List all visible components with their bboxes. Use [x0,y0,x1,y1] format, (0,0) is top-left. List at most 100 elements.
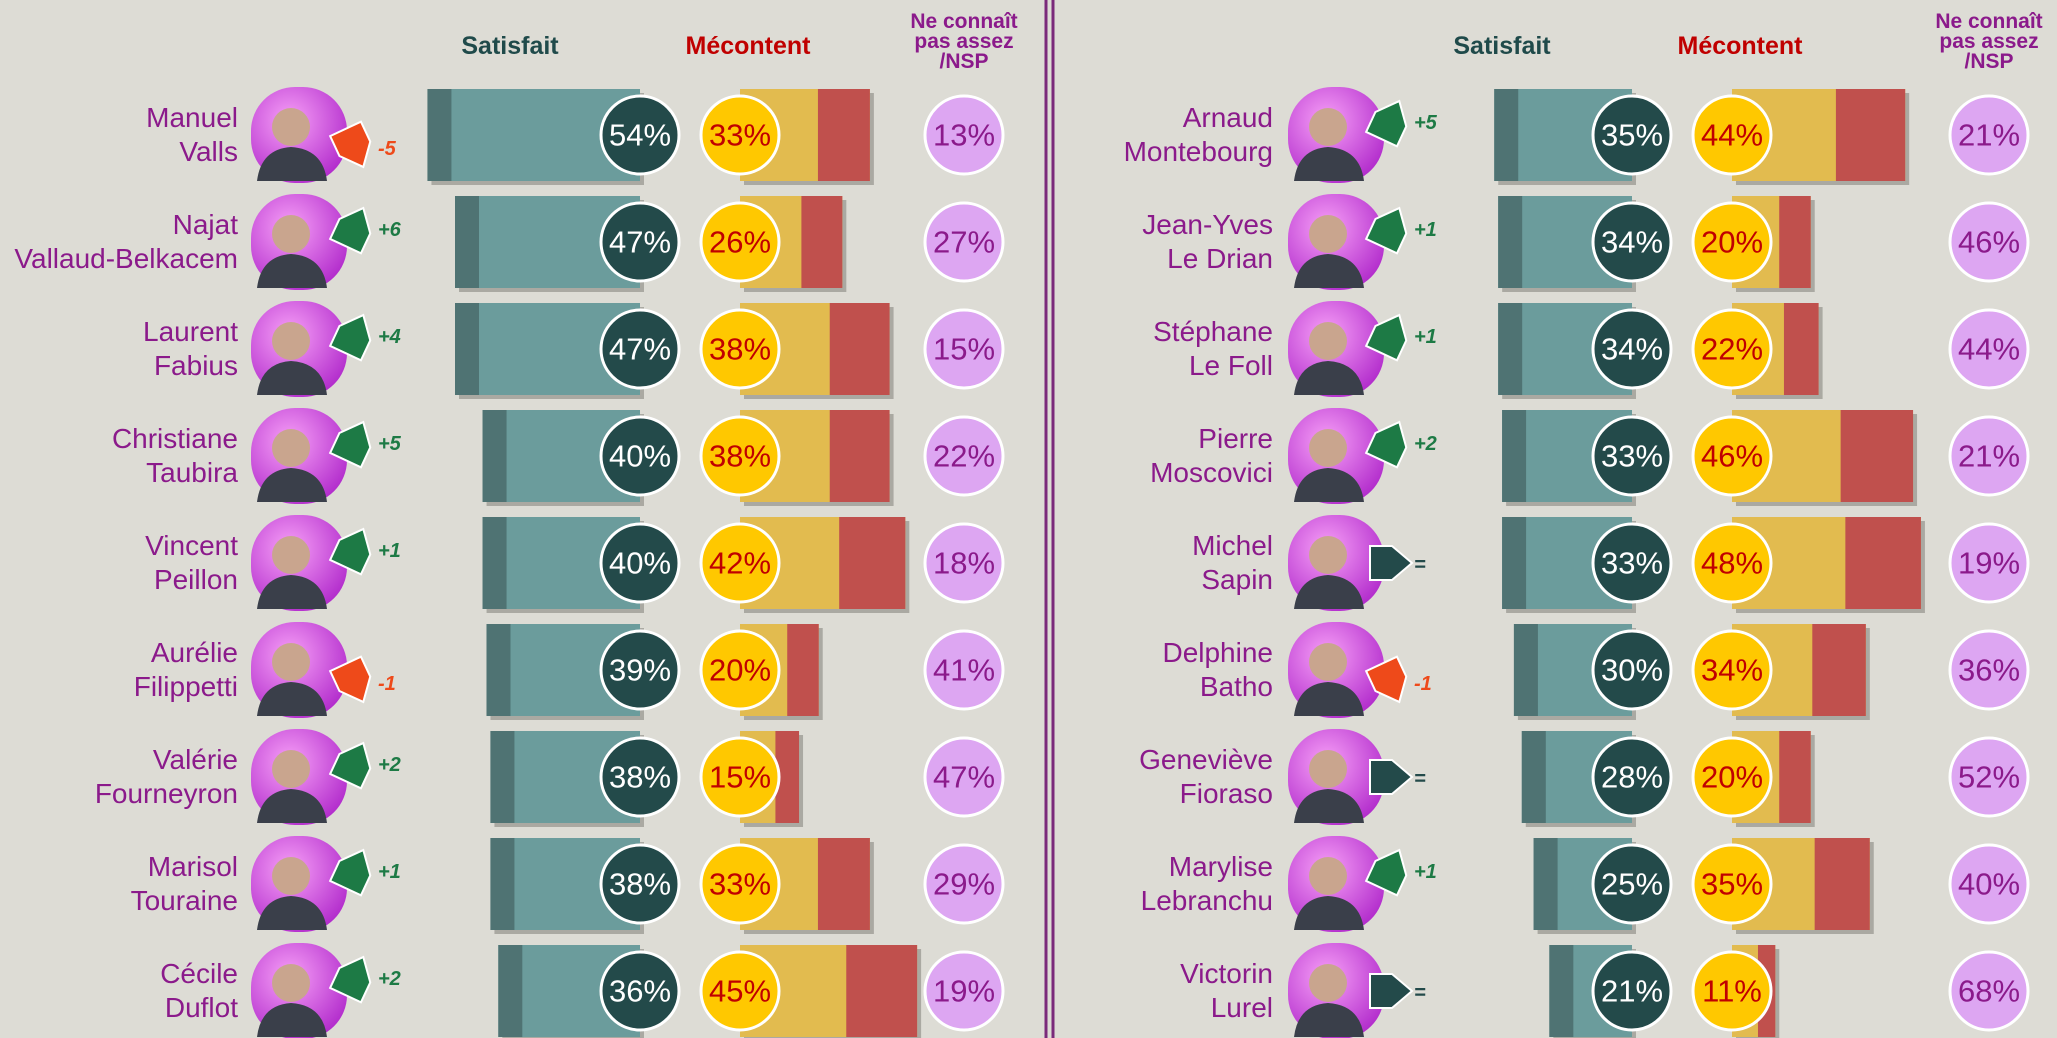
bar-shade [483,517,507,609]
photo-head [1309,108,1347,146]
value-label: 44% [1958,332,2020,367]
photo-head [1309,429,1347,467]
bar-shade [1494,89,1518,181]
header: Ne connaît pas assez /NSP [1925,12,2053,72]
minister-name: Najat Vallaud-Belkacem [14,208,238,276]
change-label: -1 [1414,673,1432,695]
value-label: 28% [1601,760,1663,795]
bar-shade [490,731,514,823]
photo-head [272,429,310,467]
bar-shade [1812,624,1866,716]
value-label: 15% [709,760,771,795]
change-label: +1 [1414,861,1437,883]
photo [251,836,347,932]
change-label: +4 [378,326,401,348]
change-label: +5 [1414,112,1438,134]
value-label: 47% [609,332,671,367]
minister-name: Aurélie Filippetti [134,636,238,704]
bar-shade [787,624,818,716]
photo [251,301,347,397]
minister-name: Victorin Lurel [1180,957,1273,1025]
value-label: 36% [609,974,671,1009]
minister-name: Michel Sapin [1192,529,1273,597]
change-label: +2 [378,968,401,990]
value-label: 52% [1958,760,2020,795]
header: Satisfait [461,32,558,61]
header: Satisfait [1453,32,1550,61]
value-label: 42% [709,546,771,581]
infographic: -554%33%13%+647%26%27%+447%38%15%+540%38… [0,0,2057,1038]
change-label: +1 [1414,326,1437,348]
value-label: 19% [1958,546,2020,581]
value-label: 38% [709,332,771,367]
photo-head [1309,750,1347,788]
value-label: 29% [933,867,995,902]
bar-shade [498,945,522,1037]
bar-shade [455,196,479,288]
bar-shade [486,624,510,716]
change-label: -5 [378,138,397,160]
change-label: +6 [378,219,402,241]
bar-shade [490,838,514,930]
bar-shade [483,410,507,502]
minister-name: Jean-Yves Le Drian [1142,208,1273,276]
bar-shade [846,945,917,1037]
change-label: -1 [378,673,396,695]
value-label: 20% [709,653,771,688]
minister-name: Valérie Fourneyron [95,743,238,811]
value-label: 48% [1701,546,1763,581]
photo-head [1309,857,1347,895]
change-label: +1 [378,861,401,883]
value-label: 20% [1701,225,1763,260]
bar-shade [1522,731,1546,823]
bar-shade [1845,517,1921,609]
value-label: 34% [1601,332,1663,367]
minister-name: Christiane Taubira [112,422,238,490]
photo-head [1309,536,1347,574]
minister-name: Cécile Duflot [160,957,238,1025]
value-label: 33% [709,118,771,153]
value-label: 54% [609,118,671,153]
value-label: 34% [1601,225,1663,260]
minister-name: Arnaud Montebourg [1124,101,1273,169]
bar-shade [818,89,870,181]
bar-shade [1841,410,1913,502]
photo [1288,194,1384,290]
photo [1288,87,1384,183]
value-label: 25% [1601,867,1663,902]
bar-shade [1779,731,1810,823]
bar-shade [1498,303,1522,395]
change-arrow [1370,760,1412,794]
value-label: 27% [933,225,995,260]
photo-head [272,750,310,788]
bar-shade [830,303,890,395]
change-arrow [1370,974,1412,1008]
header: Mécontent [1678,32,1803,61]
change-label: +1 [378,540,401,562]
value-label: 38% [709,439,771,474]
value-label: 21% [1958,118,2020,153]
header: Ne connaît pas assez /NSP [900,12,1028,72]
photo-head [272,108,310,146]
bar-shade [818,838,870,930]
value-label: 26% [709,225,771,260]
value-label: 33% [1601,546,1663,581]
bar-shade [1549,945,1573,1037]
photo [1288,301,1384,397]
value-label: 18% [933,546,995,581]
photo [251,729,347,825]
value-label: 44% [1701,118,1763,153]
change-label: +1 [1414,219,1437,241]
bar-shade [455,303,479,395]
photo [251,194,347,290]
photo-head [1309,215,1347,253]
value-label: 35% [1701,867,1763,902]
value-label: 40% [1958,867,2020,902]
value-label: 68% [1958,974,2020,1009]
photo-head [272,536,310,574]
value-label: 20% [1701,760,1763,795]
bar-shade [427,89,451,181]
value-label: 38% [609,760,671,795]
minister-name: Stéphane Le Foll [1153,315,1273,383]
change-label: = [1414,982,1426,1004]
